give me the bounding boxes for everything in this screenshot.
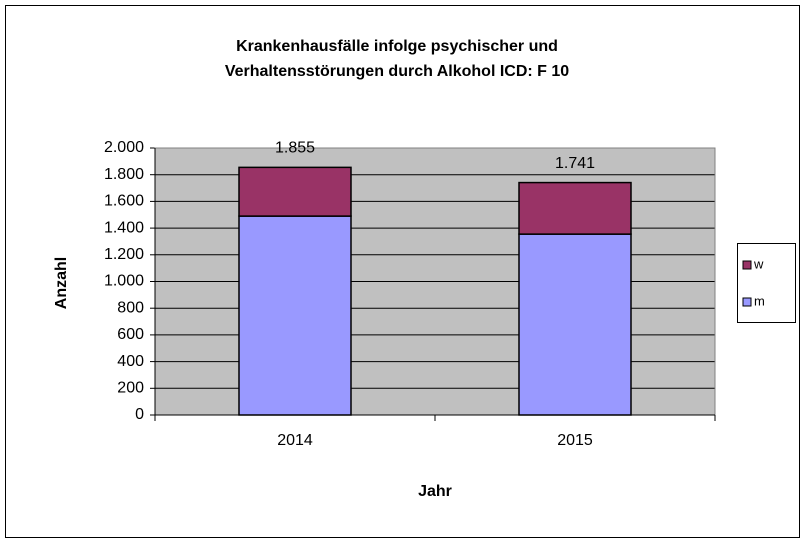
- total-label: 1.855: [275, 140, 315, 157]
- y-tick-label: 0: [135, 406, 144, 423]
- bar-segment: [518, 233, 632, 416]
- x-axis-label: Jahr: [418, 483, 452, 500]
- y-tick-label: 400: [117, 353, 144, 370]
- y-tick-label: 600: [117, 326, 144, 343]
- chart-title: Verhaltensstörungen durch Alkohol ICD: F…: [225, 63, 569, 80]
- bar-segment: [238, 215, 352, 416]
- bar-segment: [518, 181, 632, 235]
- legend-label: m: [754, 293, 765, 308]
- y-tick-label: 1.600: [104, 193, 144, 210]
- legend-swatch: [742, 260, 752, 270]
- y-tick-label: 1.000: [104, 273, 144, 290]
- bar-segment: [238, 166, 352, 217]
- chart-title: Krankenhausfälle infolge psychischer und: [236, 38, 558, 55]
- total-label: 1.741: [555, 155, 595, 172]
- y-tick-label: 800: [117, 299, 144, 316]
- y-tick-label: 1.400: [104, 219, 144, 236]
- x-tick-label: 2015: [557, 432, 593, 449]
- legend-box: [737, 243, 796, 323]
- legend-label: w: [753, 256, 764, 271]
- y-tick-label: 1.800: [104, 166, 144, 183]
- x-tick-label: 2014: [277, 432, 313, 449]
- legend-swatch: [742, 297, 752, 307]
- y-axis-label: Anzahl: [53, 257, 70, 309]
- y-tick-label: 1.200: [104, 246, 144, 263]
- y-tick-label: 200: [117, 380, 144, 397]
- y-tick-label: 2.000: [104, 139, 144, 156]
